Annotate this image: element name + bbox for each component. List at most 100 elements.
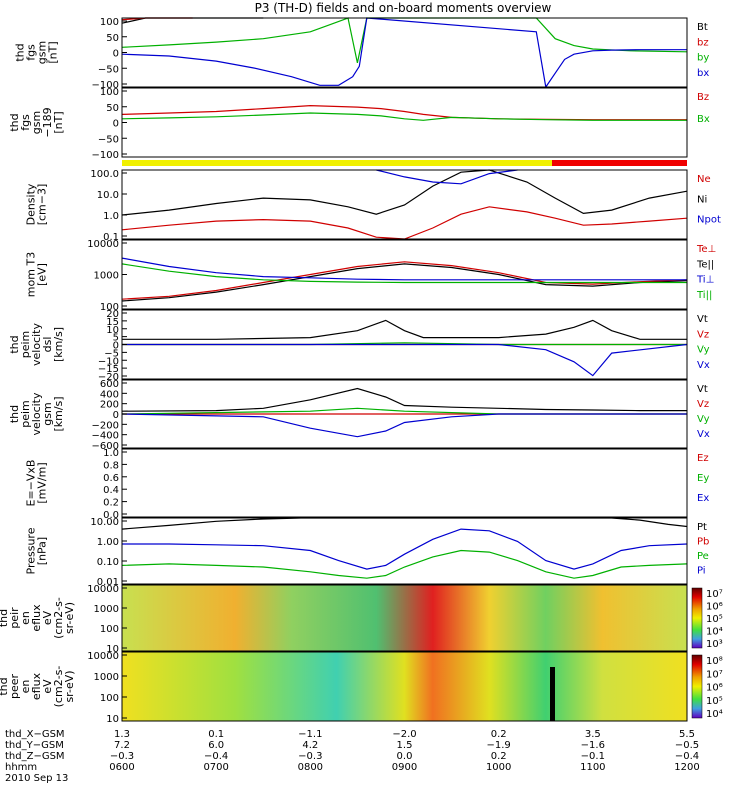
- y-tick-label: 0.2: [103, 498, 119, 509]
- colorbar-tick: 10⁶: [706, 683, 723, 694]
- series-line-velocity_gsm-Vt: [121, 387, 687, 412]
- legend-item: Vx: [697, 429, 710, 440]
- y-tick-label: −50: [98, 134, 119, 145]
- x-row-value: 1.5: [397, 740, 413, 751]
- panel-frame: [121, 87, 688, 158]
- legend-item: Vx: [697, 360, 710, 371]
- series-line-fgs-by: [121, 17, 688, 64]
- panel-frame: [121, 584, 688, 652]
- y-tick-label: 100: [100, 693, 119, 704]
- x-row-value: 1000: [486, 762, 511, 773]
- y-tick-label: 20: [106, 309, 119, 320]
- series-line-temperature-Te||: [121, 263, 688, 302]
- x-row-value: 5.5: [679, 729, 695, 740]
- panel-frame: [121, 517, 688, 585]
- panel-pressure: 10.00 1.00 0.10 0.01 Pressure[nPa] Pt Pb Pe Pi: [25, 517, 710, 588]
- legend-item: Te⊥: [696, 244, 716, 255]
- y-tick-label: 0.8: [103, 460, 119, 471]
- y-tick-label: 0.0: [103, 510, 119, 521]
- y-tick-label: 50: [106, 33, 119, 44]
- legend-item: Ni: [697, 194, 707, 205]
- series-line-velocity_dsl-Vt: [122, 319, 687, 340]
- x-axis-labels: thd_X−GSM 1.3 0.1 −1.1 −2.0 0.2 3.5 5.5 thd_Y−GS…: [5, 729, 700, 784]
- legend-item: Ex: [697, 493, 709, 504]
- y-tick-label: 10.00: [90, 517, 119, 528]
- colorbar-tick: 10⁴: [706, 709, 723, 720]
- y-tick-label: −5: [104, 348, 119, 359]
- y-tick-label: 10: [106, 644, 119, 655]
- x-row-value: −1.9: [487, 740, 511, 751]
- y-tick-label: 15: [106, 317, 119, 328]
- series-line-fgs-bx: [121, 17, 687, 89]
- y-tick-label: −200: [92, 420, 119, 431]
- x-row-value: 0600: [109, 762, 134, 773]
- y-tick-label: 10.0: [97, 190, 119, 201]
- legend-item: Pe: [697, 551, 709, 562]
- y-tick-label: 400: [100, 389, 119, 400]
- y-tick-label: −10: [98, 356, 119, 367]
- y-tick-label: 0: [113, 49, 119, 60]
- colorbar-tick: 10⁷: [706, 589, 723, 600]
- x-row-label: thd_Y−GSM: [5, 740, 64, 751]
- x-row-value: 0.2: [491, 729, 507, 740]
- y-tick-label: −15: [98, 364, 119, 375]
- x-row-value: 7.2: [114, 740, 130, 751]
- x-row-value: 0900: [392, 762, 417, 773]
- colorbar-tick: 10⁶: [706, 602, 723, 613]
- y-tick-label: 100: [100, 87, 119, 98]
- y-tick-label: −20: [98, 372, 119, 383]
- y-tick-label: 5: [113, 333, 119, 344]
- series-line-temperature-Te⊥: [121, 261, 688, 300]
- y-tick-label: 1.0: [103, 211, 119, 222]
- x-row-value: 3.5: [585, 729, 601, 740]
- colorbar-tick: 10⁵: [706, 614, 723, 625]
- x-row-value: 0800: [298, 762, 323, 773]
- series-line-density-Npot: [376, 169, 518, 185]
- x-row-value: −0.3: [298, 751, 322, 762]
- y-tick-label: 10000: [87, 651, 119, 662]
- y-tick-label: 0.6: [103, 473, 119, 484]
- mode-bar-slow: [122, 160, 552, 166]
- y-axis-label: Density[cm−3]: [25, 183, 49, 225]
- x-row-value: 4.2: [302, 740, 318, 751]
- colorbar-tick: 10⁸: [706, 656, 723, 667]
- y-tick-label: 1.0: [103, 448, 119, 459]
- y-tick-label: 0.4: [103, 485, 119, 496]
- series-line-velocity_gsm-Vx: [121, 413, 687, 438]
- legend-item: Ti||: [696, 290, 712, 301]
- colorbar-tick: 10⁵: [706, 696, 723, 707]
- y-tick-label: 100: [100, 302, 119, 313]
- series-line-velocity_dsl-Vx: [122, 343, 688, 377]
- y-tick-label: 50: [106, 103, 119, 114]
- colorbar-tick: 10⁴: [706, 627, 723, 638]
- legend-item: Ey: [697, 473, 709, 484]
- x-row-value: 0700: [203, 762, 228, 773]
- x-row-value: 6.0: [208, 740, 224, 751]
- x-row-value: 1.3: [114, 729, 130, 740]
- legend-item: Ti⊥: [696, 275, 714, 286]
- legend-item: Pi: [697, 566, 706, 577]
- x-row-value: −1.6: [581, 740, 605, 751]
- x-row-value: 1200: [674, 762, 699, 773]
- series-line-temperature-Ti⊥: [121, 257, 687, 281]
- y-axis-label: thdpeerenefluxeV(cm2-s-sr-eV): [0, 666, 76, 708]
- legend-item: Pb: [697, 537, 709, 548]
- y-tick-label: 100.0: [90, 169, 119, 180]
- legend-item: Vt: [697, 314, 708, 325]
- colorbar-ion_spectrogram: [691, 587, 703, 649]
- spectrogram-electron_spectrogram: [122, 652, 687, 721]
- y-tick-label: 1000: [94, 604, 119, 615]
- panel-fgs_gse: 100 50 0 −50 −100 thdfgsgsm−189[nT] Bz Bx: [8, 87, 710, 161]
- colorbar-tick: 10⁷: [706, 669, 723, 680]
- legend-item: Pt: [697, 522, 707, 533]
- legend-item: Vz: [697, 399, 709, 410]
- y-tick-label: 10: [106, 325, 119, 336]
- panel-temperature: 10000 1000 100 mom T3[eV] Te⊥ Te|| Ti⊥ Ti||: [25, 239, 717, 313]
- legend-item: Ne: [697, 174, 711, 185]
- y-tick-label: 0.1: [103, 232, 119, 243]
- y-tick-label: 0.10: [97, 557, 119, 568]
- series-line-fgs-Bt: [121, 17, 264, 24]
- y-tick-label: 10000: [87, 239, 119, 250]
